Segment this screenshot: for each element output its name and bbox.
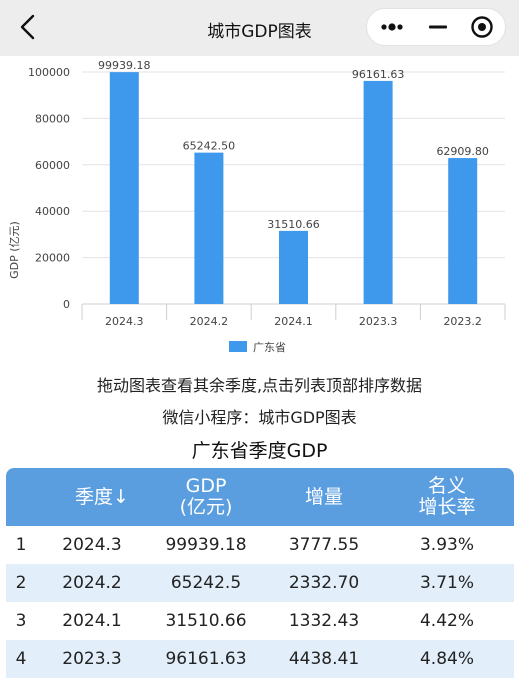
row-quarter: 2023.3	[62, 649, 122, 669]
row-index: 1	[15, 535, 27, 555]
sort-by-growth-rate-header[interactable]: 名义 增长率	[382, 468, 512, 526]
increase-header-label: 增量	[304, 485, 343, 508]
row-index: 4	[15, 649, 27, 669]
gdp-header-label: GDP	[185, 475, 227, 497]
minimize-icon[interactable]	[415, 9, 461, 45]
row-gdp: 99939.18	[165, 535, 247, 555]
gdp-bar-chart[interactable]: 0 20000 40000 60000 80000 100000 99939.18 2024…	[0, 56, 519, 366]
x-tick-label: 2023.3	[359, 315, 398, 328]
bar	[109, 72, 139, 304]
table-row[interactable]: 3 2024.1 31510.66 1332.43 4.42%	[6, 602, 514, 640]
row-increase: 1332.43	[288, 611, 360, 631]
row-growth-rate: 4.84%	[419, 649, 474, 669]
x-tick-label: 2024.1	[274, 315, 313, 328]
y-tick-label: 80000	[35, 112, 70, 125]
bar	[363, 80, 393, 304]
legend-swatch	[229, 341, 247, 352]
x-tick-label: 2024.3	[105, 315, 144, 328]
y-tick-label: 20000	[35, 252, 70, 265]
table-header: 季度↓ GDP (亿元) 增量 名义 增长率	[6, 468, 514, 526]
more-icon[interactable]	[369, 9, 415, 45]
table-section-title: 广东省季度GDP	[191, 440, 328, 462]
legend-label: 广东省	[253, 341, 286, 354]
y-axis-label: GDP (亿元)	[8, 221, 21, 279]
row-quarter: 2024.3	[62, 535, 122, 555]
miniprogram-capsule	[366, 8, 506, 46]
row-growth-rate: 3.93%	[419, 535, 474, 555]
y-tick-label: 0	[63, 298, 70, 311]
row-growth-rate: 4.42%	[419, 611, 474, 631]
gdp-header-unit: (亿元)	[179, 496, 233, 518]
y-tick-label: 60000	[35, 159, 70, 172]
rate-header-label-2: 增长率	[418, 496, 476, 518]
bar	[194, 152, 224, 304]
row-growth-rate: 3.71%	[419, 573, 474, 593]
x-tick-label: 2024.2	[190, 315, 229, 328]
row-quarter: 2024.1	[62, 611, 122, 631]
table-row[interactable]: 1 2024.3 99939.18 3777.55 3.93%	[6, 526, 514, 564]
table-row[interactable]: 2 2024.2 65242.5 2332.70 3.71%	[6, 564, 514, 602]
bar-value-label: 96161.63	[352, 68, 405, 81]
row-gdp: 96161.63	[165, 649, 247, 669]
sort-by-quarter-header[interactable]: 季度↓	[42, 468, 162, 526]
gdp-table: 季度↓ GDP (亿元) 增量 名义 增长率 1 2024.3 99939.18…	[6, 468, 514, 678]
row-gdp: 31510.66	[165, 611, 247, 631]
y-tick-label: 40000	[35, 205, 70, 218]
close-target-icon[interactable]	[459, 9, 505, 45]
row-index: 2	[15, 573, 27, 593]
page-title: 城市GDP图表	[207, 22, 312, 42]
drag-hint-text: 拖动图表查看其余季度,点击列表顶部排序数据	[96, 376, 423, 395]
row-increase: 4438.41	[288, 649, 360, 669]
row-quarter: 2024.2	[62, 573, 122, 593]
bar	[279, 230, 308, 304]
bar-value-label: 31510.66	[267, 218, 320, 231]
bar-value-label: 65242.50	[183, 140, 236, 153]
row-increase: 2332.70	[288, 573, 360, 593]
bar-value-label: 62909.80	[436, 145, 489, 158]
table-row[interactable]: 4 2023.3 96161.63 4438.41 4.84%	[6, 640, 514, 678]
bar-value-label: 99939.18	[98, 59, 151, 72]
row-increase: 3777.55	[288, 535, 360, 555]
bar	[448, 158, 478, 304]
sort-by-gdp-header[interactable]: GDP (亿元)	[146, 468, 266, 526]
y-tick-label: 100000	[28, 66, 70, 79]
quarter-header-label: 季度↓	[75, 485, 129, 508]
back-arrow-icon[interactable]	[14, 12, 42, 42]
row-index: 3	[15, 611, 27, 631]
row-gdp: 65242.5	[170, 573, 242, 593]
miniprogram-name-text: 微信小程序：城市GDP图表	[162, 408, 357, 427]
x-tick-label: 2023.2	[443, 315, 482, 328]
sort-by-increase-header[interactable]: 增量	[264, 468, 384, 526]
top-nav-bar: 城市GDP图表	[0, 0, 519, 56]
rate-header-label-1: 名义	[427, 475, 466, 497]
